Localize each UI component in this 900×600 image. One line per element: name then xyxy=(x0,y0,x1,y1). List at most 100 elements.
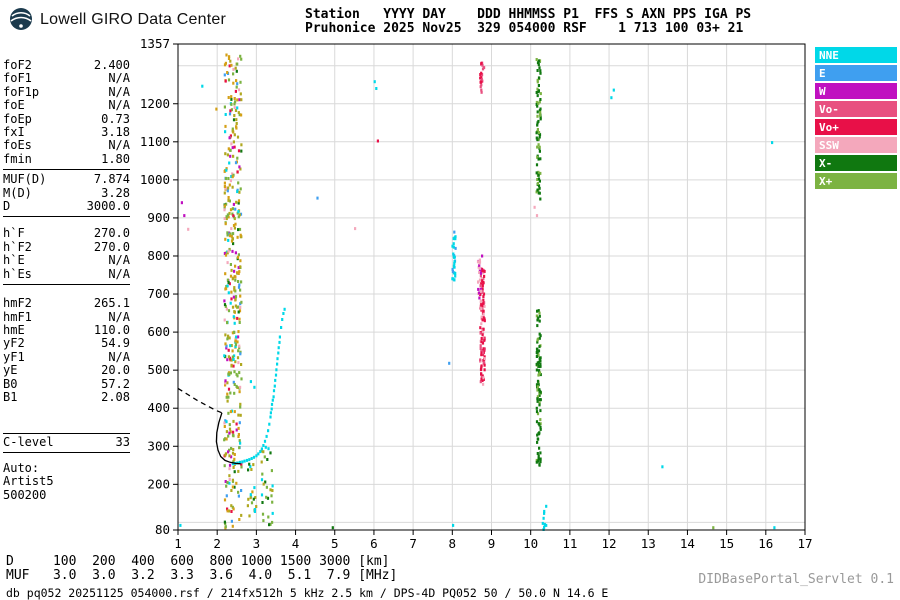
param-value: 3.18 xyxy=(101,125,130,140)
param-value: N/A xyxy=(108,309,130,324)
legend-item-X+: X+ xyxy=(815,173,897,189)
param-value: 1.80 xyxy=(101,151,130,166)
param-label: hmF2 xyxy=(3,296,32,311)
param-value: 265.1 xyxy=(93,296,130,311)
x-tick-label: 7 xyxy=(409,536,417,551)
legend-item-E: E xyxy=(815,65,897,81)
y-tick-label: 1200 xyxy=(140,96,170,111)
app-title: Lowell GIRO Data Center xyxy=(40,11,227,28)
parameter-panel: foF2 2.400 foF1 N/A foF1p N/A foE N/A foEp 0.73 fx… xyxy=(3,58,130,502)
ionogram-echo-points xyxy=(179,53,776,531)
param-fxI: fxI 3.18 xyxy=(3,125,130,140)
x-tick-label: 13 xyxy=(641,536,656,551)
x-tick-label: 2 xyxy=(213,536,221,551)
station-header-columns: Station YYYY DAY DDD HHMMSS P1 FFS S AXN… xyxy=(305,7,752,22)
param-foE: foE N/A xyxy=(3,98,130,113)
legend-item-Vo+: Vo+ xyxy=(815,119,897,135)
param-value: 54.9 xyxy=(101,336,130,351)
param-label: yF1 xyxy=(3,349,25,364)
x-tick-label: 6 xyxy=(370,536,378,551)
x-tick-label: 14 xyxy=(680,536,695,551)
y-tick-label: 700 xyxy=(147,286,170,301)
param-label: hmE xyxy=(3,322,25,337)
y-tick-label: 400 xyxy=(147,400,170,415)
param-group-3: hmF2 265.1 hmF1 N/A hmE 110.0 yF2 54.9 yF1 N/A yE 2… xyxy=(3,296,130,407)
giro-logo-icon xyxy=(8,6,34,32)
param-label: foE xyxy=(3,98,25,113)
y-tick-label: 1100 xyxy=(140,134,170,149)
auto-line: Auto: xyxy=(3,460,40,475)
y-tick-label: 600 xyxy=(147,324,170,339)
param-label: B0 xyxy=(3,376,18,391)
distance-row: D 100 200 400 600 800 1000 1500 3000 [km… xyxy=(6,554,390,569)
axis-ticks xyxy=(173,43,806,535)
ionogram-chart: 1357120011001000900800700600500400300200… xyxy=(140,36,813,551)
param-group-1: MUF(D) 7.874 M(D) 3.28 D 3000.0 xyxy=(3,172,130,218)
param-value: 2.400 xyxy=(93,58,130,72)
param-group-2: h`F 270.0 h`F2 270.0 h`E N/A h`Es N/A xyxy=(3,227,130,286)
legend-item-SSW: SSW xyxy=(815,137,897,153)
param-foF1p: foF1p N/A xyxy=(3,84,130,99)
param-B0: B0 57.2 xyxy=(3,376,130,391)
param-value: 3.28 xyxy=(101,185,130,200)
y-tick-label: 1357 xyxy=(140,36,170,51)
x-tick-label: 5 xyxy=(331,536,339,551)
param-value: N/A xyxy=(108,71,130,86)
x-tick-label: 15 xyxy=(719,536,734,551)
param-yE: yE 20.0 xyxy=(3,363,130,378)
param-value: 2.08 xyxy=(101,389,130,404)
param-foF1: foF1 N/A xyxy=(3,71,130,86)
param-label: foF1p xyxy=(3,84,40,99)
y-tick-label: 80 xyxy=(155,522,170,537)
x-tick-label: 3 xyxy=(253,536,261,551)
param-hmF1: hmF1 N/A xyxy=(3,309,130,324)
param-M(D): M(D) 3.28 xyxy=(3,185,130,200)
electron-density-profile xyxy=(177,387,241,465)
param-group-0: foF2 2.400 foF1 N/A foF1p N/A foE N/A foEp 0.73 fx… xyxy=(3,58,130,171)
muf-row: MUF 3.0 3.0 3.2 3.3 3.6 4.0 5.1 7.9 [MHz… xyxy=(6,568,398,583)
param-label: MUF(D) xyxy=(3,172,47,187)
y-tick-label: 300 xyxy=(147,438,170,453)
legend-item-W: W xyxy=(815,83,897,99)
param-value: N/A xyxy=(108,253,130,268)
param-foF2: foF2 2.400 xyxy=(3,58,130,72)
param-value: 270.0 xyxy=(93,239,130,254)
param-label: foEp xyxy=(3,111,32,126)
param-label: h`E xyxy=(3,253,25,268)
param-B1: B1 2.08 xyxy=(3,389,130,404)
station-header-values: Pruhonice 2025 Nov25 329 054000 RSF 1 71… xyxy=(305,21,744,36)
param-label: yF2 xyxy=(3,336,25,351)
param-hmE: hmE 110.0 xyxy=(3,322,130,337)
param-yF1: yF1 N/A xyxy=(3,349,130,364)
param-group-4: C-level 33 xyxy=(3,433,130,453)
param-label: h`Es xyxy=(3,266,32,281)
x-tick-label: 12 xyxy=(602,536,617,551)
param-label: foEs xyxy=(3,138,32,153)
param-h`Es: h`Es N/A xyxy=(3,266,130,281)
x-tick-label: 4 xyxy=(292,536,300,551)
legend-item-NNE: NNE xyxy=(815,47,897,63)
x-tick-label: 9 xyxy=(488,536,496,551)
x-tick-label: 11 xyxy=(562,536,577,551)
param-D: D 3000.0 xyxy=(3,199,130,214)
param-value: N/A xyxy=(108,349,130,364)
param-label: yE xyxy=(3,363,18,378)
x-tick-label: 8 xyxy=(449,536,457,551)
x-tick-label: 17 xyxy=(797,536,812,551)
x-tick-label: 1 xyxy=(174,536,182,551)
param-value: 3000.0 xyxy=(86,199,130,214)
servlet-version: DIDBasePortal_Servlet 0.1 xyxy=(698,572,894,587)
echo-direction-legend: NNE E W Vo- Vo+ SSW X- X+ xyxy=(815,47,897,191)
param-hmF2: hmF2 265.1 xyxy=(3,296,130,311)
param-value: 0.73 xyxy=(101,111,130,126)
param-C-level: C-level 33 xyxy=(3,435,130,449)
y-tick-label: 200 xyxy=(147,476,170,491)
param-value: 20.0 xyxy=(101,363,130,378)
y-tick-label: 900 xyxy=(147,210,170,225)
gridlines xyxy=(178,44,805,530)
param-value: N/A xyxy=(108,98,130,113)
param-fmin: fmin 1.80 xyxy=(3,151,130,166)
param-label: M(D) xyxy=(3,185,32,200)
param-value: 57.2 xyxy=(101,376,130,391)
param-value: N/A xyxy=(108,138,130,153)
